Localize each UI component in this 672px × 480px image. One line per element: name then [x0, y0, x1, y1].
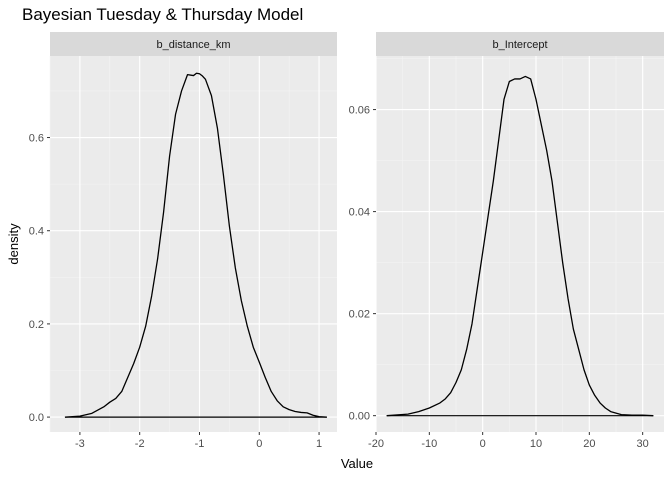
x-tick-label: 0 — [480, 438, 486, 450]
x-tick-label: -1 — [195, 438, 205, 450]
y-tick-label: 0.6 — [29, 133, 44, 145]
facet-strip-label: b_Intercept — [492, 39, 547, 51]
y-tick-label: 0.2 — [29, 319, 44, 331]
facet-strip — [50, 32, 337, 56]
x-tick-label: 20 — [583, 438, 595, 450]
facet-panel-b_distance_km: -3 -2 -1 0 1 0.0 0.2 0.4 0.6 b_distance_km — [29, 32, 337, 450]
facet-strip — [376, 32, 664, 56]
y-axis-title: density — [6, 223, 21, 265]
y-tick-label: 0.04 — [349, 207, 370, 219]
chart-title: Bayesian Tuesday & Thursday Model — [22, 5, 303, 24]
x-tick-label: -10 — [421, 438, 437, 450]
x-tick-label: 30 — [637, 438, 649, 450]
y-tick-label: 0.00 — [349, 411, 370, 423]
facet-panels: -3 -2 -1 0 10.00.20.40.6b_distance_km-20 -10 0… — [29, 32, 664, 450]
y-tick-label: 0.4 — [29, 226, 44, 238]
x-tick-label: 1 — [316, 438, 322, 450]
y-tick-label: 0.06 — [349, 105, 370, 117]
density-curve — [386, 75, 654, 417]
y-tick-label: 0.02 — [349, 309, 370, 321]
x-tick-label: 10 — [530, 438, 542, 450]
x-tick-label: -3 — [75, 438, 85, 450]
density-curve — [64, 72, 327, 418]
x-axis-title: Value — [341, 456, 373, 471]
x-tick-label: -20 — [368, 438, 384, 450]
panel-background — [376, 56, 664, 432]
facet-strip-label: b_distance_km — [157, 39, 231, 51]
x-tick-label: 0 — [256, 438, 262, 450]
x-tick-label: -2 — [135, 438, 145, 450]
panel-background — [50, 56, 337, 432]
facet-panel-b_Intercept: -20 -10 0 10 20 30 0.00 0.02 0.04 0.06 b_Intercept — [349, 32, 664, 450]
y-tick-label: 0.0 — [29, 412, 44, 424]
